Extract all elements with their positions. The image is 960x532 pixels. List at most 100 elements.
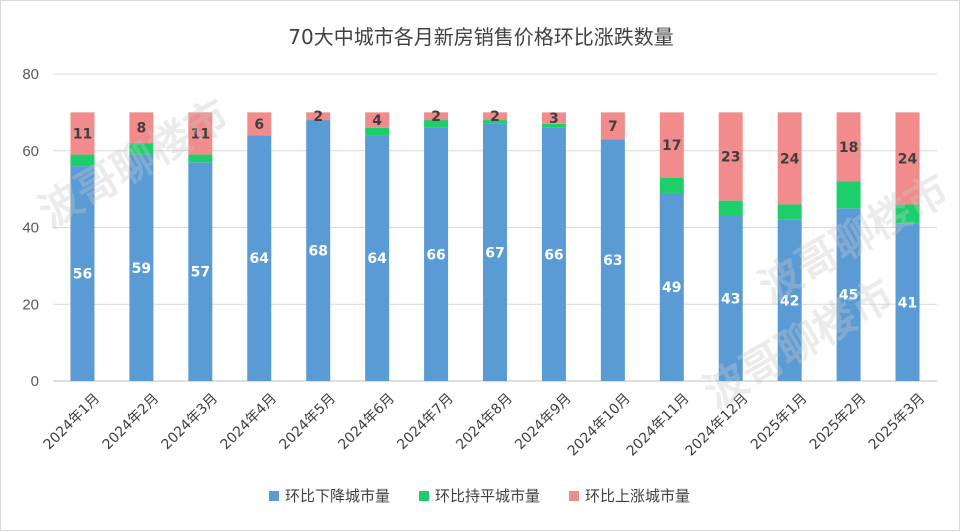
bar-segment <box>718 200 743 216</box>
bar-segment <box>129 154 154 381</box>
legend: 环比下降城市量 环比持平城市量 环比上涨城市量 <box>269 487 690 505</box>
data-label: 2 <box>431 109 441 125</box>
y-axis-ticks: 0 20 40 60 80 <box>22 66 39 390</box>
chart-title: 70大中城市各月新房销售价格环比涨跌数量 <box>288 25 673 49</box>
bar-segment <box>483 120 507 124</box>
bar-segment <box>70 154 95 167</box>
bar-segment <box>777 204 802 220</box>
data-label: 57 <box>191 265 210 281</box>
bar-segment <box>836 112 861 182</box>
x-tick-label: 2025年1月 <box>748 391 811 454</box>
data-label: 66 <box>544 247 563 263</box>
bar-segment <box>541 112 566 124</box>
bar-segment <box>188 154 213 163</box>
data-label: 43 <box>721 291 740 307</box>
data-label: 11 <box>73 126 92 142</box>
bar-segment <box>541 127 566 381</box>
bar-segment <box>365 112 390 128</box>
data-label: 2 <box>490 109 500 125</box>
bar-segment <box>600 112 625 140</box>
data-label: 11 <box>191 126 210 142</box>
bar-segment <box>129 112 154 144</box>
x-tick-label: 2024年7月 <box>394 391 457 454</box>
bar-segment <box>70 112 95 155</box>
bars <box>70 112 920 382</box>
bar-segment <box>659 192 684 381</box>
data-label: 68 <box>308 244 327 260</box>
data-label: 67 <box>485 245 504 261</box>
data-label: 7 <box>608 119 618 135</box>
data-label: 56 <box>73 267 92 283</box>
data-label: 23 <box>721 150 740 166</box>
bar-segment <box>836 181 861 209</box>
data-label: 42 <box>780 293 799 309</box>
data-label: 2 <box>313 109 323 125</box>
bar-segment <box>365 127 390 136</box>
legend-swatch <box>569 491 579 501</box>
data-label: 6 <box>254 117 264 133</box>
bar-segment <box>70 166 95 381</box>
x-tick-label: 2025年2月 <box>807 391 870 454</box>
bar-segment <box>895 223 920 381</box>
bar-segment <box>483 123 507 381</box>
bar-segment <box>424 120 449 128</box>
bar-segment <box>600 139 625 381</box>
bar-segment <box>659 177 684 193</box>
data-label: 3 <box>549 111 559 127</box>
bar-segment <box>424 112 449 121</box>
data-label: 8 <box>137 121 147 137</box>
data-label: 66 <box>426 247 445 263</box>
bar-segment <box>188 162 213 381</box>
data-label: 64 <box>250 251 270 267</box>
bar-segment <box>306 120 331 382</box>
y-tick-label: 80 <box>22 66 39 83</box>
bar-segment <box>365 135 390 381</box>
data-label: 4 <box>372 113 382 129</box>
x-tick-label: 2024年3月 <box>159 391 222 454</box>
bar-segment <box>188 112 213 155</box>
x-tick-label: 2024年6月 <box>335 391 398 454</box>
x-tick-label: 2024年5月 <box>276 391 339 454</box>
data-label: 59 <box>132 261 151 277</box>
bar-segment <box>541 123 566 128</box>
bar-segment <box>247 112 272 136</box>
bar-segment <box>895 204 920 224</box>
x-tick-label: 2024年8月 <box>453 391 516 454</box>
bar-segment <box>247 135 272 381</box>
legend-label: 环比持平城市量 <box>435 487 540 505</box>
x-tick-label: 2025年3月 <box>866 391 929 454</box>
data-labels: 56 11 59 8 57 11 64 6 68 2 64 4 66 2 67 2 66 3 63 7 49 17 43 23… <box>73 109 918 311</box>
y-tick-label: 0 <box>31 373 39 390</box>
y-tick-label: 20 <box>22 296 39 313</box>
bar-segment <box>424 127 449 381</box>
data-label: 18 <box>839 140 858 156</box>
x-tick-label: 2024年4月 <box>217 391 280 454</box>
x-tick-label: 2024年1月 <box>41 391 104 454</box>
data-label: 49 <box>662 280 681 296</box>
bar-segment <box>777 219 802 381</box>
x-tick-label: 2024年9月 <box>512 391 575 454</box>
bar-segment <box>483 112 507 121</box>
data-label: 64 <box>367 251 387 267</box>
legend-swatch <box>419 491 429 501</box>
legend-swatch <box>269 491 279 501</box>
bar-segment <box>129 143 154 155</box>
bar-segment <box>659 112 684 178</box>
y-tick-label: 60 <box>22 143 39 160</box>
bar-segment <box>718 215 743 381</box>
data-label: 24 <box>898 151 918 167</box>
x-axis-ticks: 2024年1月2024年2月2024年3月2024年4月2024年5月2024年… <box>41 391 929 460</box>
data-label: 24 <box>780 151 800 167</box>
data-label: 45 <box>839 288 858 304</box>
bar-segment <box>306 112 331 121</box>
bar-segment <box>895 112 920 205</box>
bar-segment <box>718 112 743 201</box>
bar-segment <box>836 208 861 381</box>
data-label: 41 <box>898 295 917 311</box>
data-label: 63 <box>603 253 622 269</box>
y-tick-label: 40 <box>22 220 39 237</box>
bar-segment <box>777 112 802 205</box>
legend-label: 环比下降城市量 <box>285 487 390 505</box>
